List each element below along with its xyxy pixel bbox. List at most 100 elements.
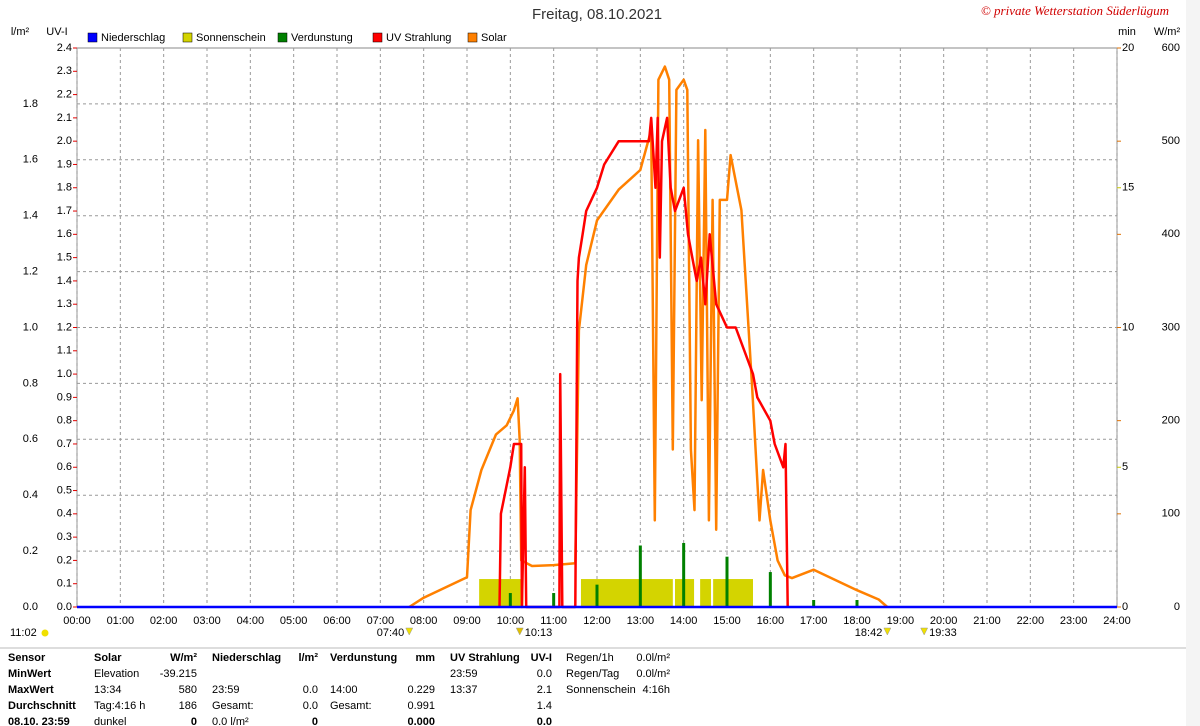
table-cell: 0.0	[537, 668, 552, 680]
y-tick-label: 1.6	[57, 228, 72, 240]
table-cell: Sonnenschein	[566, 684, 636, 696]
table-cell: Regen/1h	[566, 652, 614, 664]
x-tick-label: 10:00	[497, 615, 525, 627]
evaporation-bar	[812, 600, 816, 607]
y-tick-label: 2.1	[57, 112, 72, 124]
y-tick-label: 600	[1162, 42, 1180, 54]
chart-title: Freitag, 08.10.2021	[532, 6, 662, 23]
marker-label: 07:40	[377, 627, 405, 639]
x-tick-label: 02:00	[150, 615, 178, 627]
y-tick-label: 0.2	[23, 545, 38, 557]
table-cell: 14:00	[330, 684, 358, 696]
axis-title: l/m²	[11, 26, 30, 38]
x-tick-label: 24:00	[1103, 615, 1131, 627]
y-tick-label: 200	[1162, 415, 1180, 427]
table-cell: MaxWert	[8, 684, 54, 696]
evaporation-bar	[682, 542, 686, 607]
legend-swatch	[87, 32, 98, 43]
table-cell: 1.4	[537, 700, 552, 712]
table-cell: 13:37	[450, 684, 478, 696]
marker-label: 19:33	[929, 627, 957, 639]
evaporation-bar	[768, 572, 772, 607]
y-tick-label: 1.9	[57, 158, 72, 170]
legend-label: Solar	[481, 32, 507, 44]
legend-swatch	[467, 32, 478, 43]
marker	[515, 627, 524, 636]
legend-label: UV Strahlung	[386, 32, 451, 44]
y-tick-label: 2.3	[57, 65, 72, 77]
x-tick-label: 16:00	[757, 615, 785, 627]
x-tick-label: 01:00	[107, 615, 135, 627]
y-tick-label: 0.0	[57, 601, 72, 613]
x-tick-label: 07:00	[367, 615, 395, 627]
table-cell: 23:59	[212, 684, 240, 696]
table-cell: Elevation	[94, 668, 139, 680]
x-tick-label: 21:00	[973, 615, 1001, 627]
y-tick-label: 1.8	[23, 98, 38, 110]
table-cell: dunkel	[94, 716, 126, 726]
table-cell: 0.000	[407, 716, 435, 726]
table-cell: UV-I	[531, 652, 552, 664]
table-cell: Solar	[94, 652, 122, 664]
x-tick-label: 12:00	[583, 615, 611, 627]
x-tick-label: 04:00	[237, 615, 265, 627]
table-cell: 2.1	[537, 684, 552, 696]
x-tick-label: 20:00	[930, 615, 958, 627]
x-tick-label: 22:00	[1017, 615, 1045, 627]
table-cell: 0.0 l/m²	[212, 716, 249, 726]
table-cell: 23:59	[450, 668, 478, 680]
table-cell: 0.0l/m²	[636, 668, 670, 680]
y-tick-label: 2.4	[57, 42, 72, 54]
table-cell: Verdunstung	[330, 652, 397, 664]
x-tick-label: 06:00	[323, 615, 351, 627]
table-cell: mm	[415, 652, 435, 664]
y-tick-label: 1.5	[57, 252, 72, 264]
marker	[920, 627, 929, 636]
x-tick-label: 08:00	[410, 615, 438, 627]
table-cell: 0.0	[303, 700, 318, 712]
y-tick-label: 2.0	[57, 135, 72, 147]
evaporation-bar	[855, 600, 859, 607]
table-cell: 0.0l/m²	[636, 652, 670, 664]
sunshine-bar	[479, 579, 524, 607]
table-cell: 580	[179, 684, 197, 696]
y-tick-label: 1.6	[23, 154, 38, 166]
evaporation-bar	[595, 584, 599, 607]
table-cell: 0.0	[537, 716, 552, 726]
legend-swatch	[277, 32, 288, 43]
y-tick-label: 1.8	[57, 182, 72, 194]
y-tick-label: 1.2	[57, 321, 72, 333]
y-tick-label: 0.8	[57, 415, 72, 427]
y-tick-label: 10	[1122, 321, 1134, 333]
y-tick-label: 1.0	[57, 368, 72, 380]
table-cell: W/m²	[170, 652, 197, 664]
y-tick-label: 0	[1122, 601, 1128, 613]
y-tick-label: 0	[1174, 601, 1180, 613]
x-tick-label: 15:00	[713, 615, 741, 627]
credit: © private Wetterstation Süderlügum	[981, 3, 1169, 18]
x-tick-label: 09:00	[453, 615, 481, 627]
x-tick-label: 17:00	[800, 615, 828, 627]
table-cell: 0.991	[407, 700, 435, 712]
y-tick-label: 5	[1122, 461, 1128, 473]
legend-label: Verdunstung	[291, 32, 353, 44]
table-cell: Sensor	[8, 652, 46, 664]
table-cell: -39.215	[160, 668, 197, 680]
series-line	[408, 65, 889, 609]
legend-swatch	[182, 32, 193, 43]
x-tick-label: 23:00	[1060, 615, 1088, 627]
y-tick-label: 500	[1162, 135, 1180, 147]
evaporation-bar	[725, 556, 729, 607]
sun-icon	[41, 629, 49, 637]
y-tick-label: 0.6	[23, 433, 38, 445]
table-cell: Gesamt:	[330, 700, 372, 712]
marker-label: 18:42	[855, 627, 883, 639]
y-tick-label: 100	[1162, 508, 1180, 520]
y-tick-label: 2.2	[57, 88, 72, 100]
table-cell: Niederschlag	[212, 652, 281, 664]
legend-label: Niederschlag	[101, 32, 165, 44]
evaporation-bar	[552, 593, 556, 607]
table-cell: 4:16h	[642, 684, 670, 696]
y-tick-label: 0.4	[57, 508, 72, 520]
